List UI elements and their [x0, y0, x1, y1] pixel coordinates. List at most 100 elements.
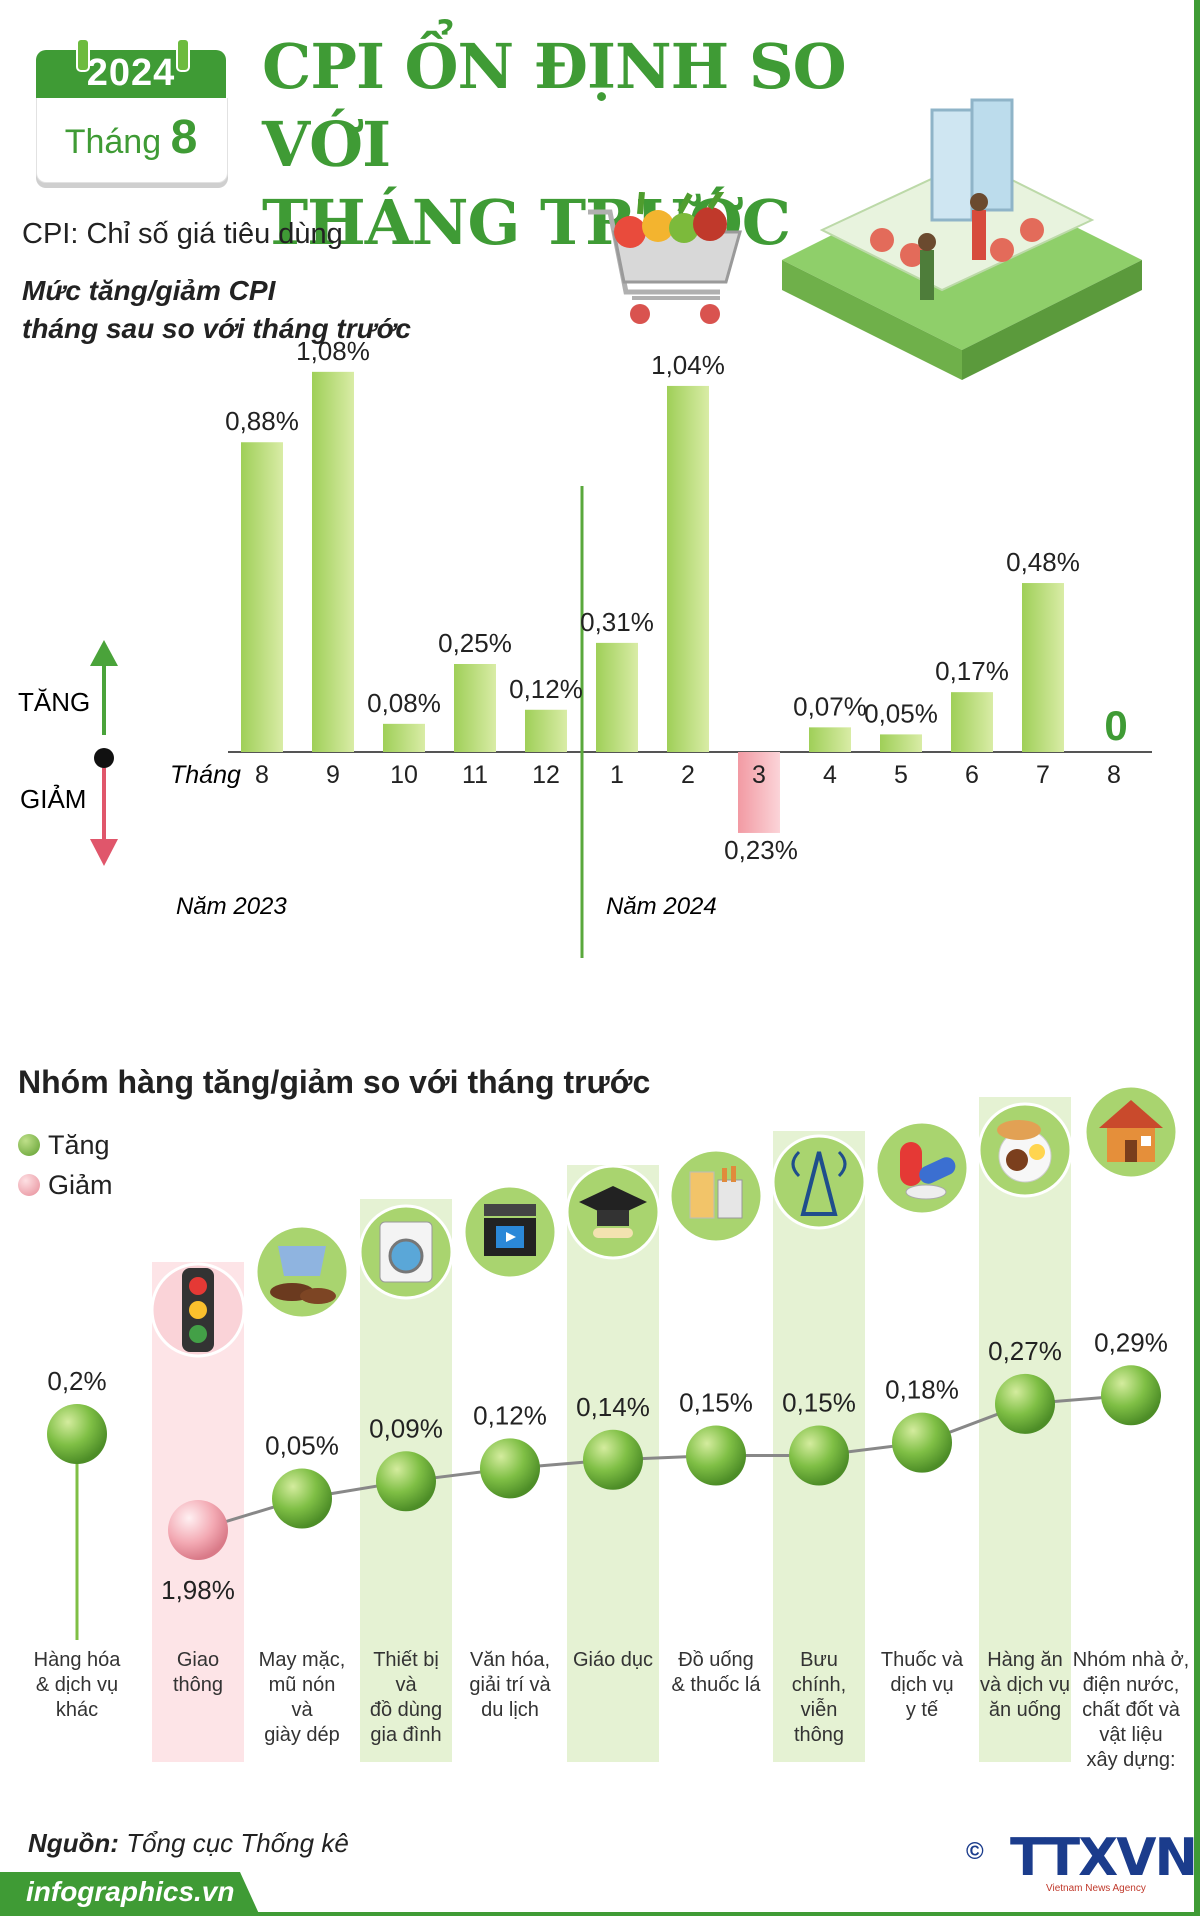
- chart-subtitle: Mức tăng/giảm CPI tháng sau so với tháng…: [22, 272, 411, 348]
- source-value: Tổng cục Thống kê: [126, 1828, 349, 1858]
- calendar-ring-right: [176, 38, 190, 72]
- group-category-label-3: Thiết bị và đồ dùng gia đình: [370, 1649, 442, 1746]
- group-point-0: [47, 1404, 107, 1464]
- group-category-line: Nhóm nhà ở,: [1073, 1649, 1190, 1671]
- group-point-7: [789, 1425, 849, 1486]
- group-category-line: giày dép: [264, 1724, 340, 1746]
- bar-category-label-5: 1: [610, 761, 624, 789]
- cpi-monthly-bar-chart: TĂNGGIẢMTháng0,88%81,08%90,08%100,25%110…: [18, 336, 1152, 958]
- egg-yolk: [1029, 1144, 1045, 1160]
- group-category-line: chính,: [792, 1674, 846, 1696]
- washing-machine-icon: [358, 1204, 454, 1300]
- right-frame-border: [1194, 0, 1200, 1916]
- group-category-line: ăn uống: [989, 1699, 1061, 1721]
- bar-10: [951, 692, 993, 752]
- icon-disc: [771, 1134, 867, 1230]
- group-category-line: Hàng ăn: [987, 1649, 1063, 1671]
- bar-value-label-10: 0,17%: [935, 656, 1009, 686]
- group-category-line: thông: [794, 1724, 844, 1746]
- group-category-label-7: Bưu chính, viễn thông: [792, 1649, 846, 1746]
- house-roof: [1099, 1100, 1163, 1128]
- group-category-line: đồ dùng: [370, 1699, 442, 1721]
- bar-category-label-11: 7: [1036, 761, 1050, 789]
- group-category-line: & thuốc lá: [672, 1674, 762, 1696]
- bar-value-label-7: 0,23%: [724, 835, 798, 865]
- footer-line: [0, 1912, 1200, 1916]
- group-category-line: Bưu: [800, 1649, 838, 1671]
- down-arrow-icon: [90, 839, 118, 866]
- group-point-2: [272, 1468, 332, 1529]
- signal-right: [837, 1150, 847, 1178]
- bar-8: [809, 727, 851, 752]
- group-point-5: [583, 1429, 643, 1490]
- source-note: Nguồn: Tổng cục Thống kê: [28, 1828, 349, 1859]
- trend-line: [197, 1393, 1132, 1532]
- traffic-light-red: [189, 1277, 207, 1295]
- shirt-shape: [278, 1246, 326, 1276]
- diploma: [593, 1228, 633, 1238]
- group-category-line: chất đốt và: [1082, 1699, 1181, 1721]
- traffic-light-green: [189, 1325, 207, 1343]
- traffic-light-icon: [150, 1262, 246, 1358]
- group-category-line: gia đình: [370, 1724, 441, 1746]
- group-category-label-2: May mặc, mũ nón và giày dép: [259, 1649, 346, 1746]
- cpi-definition: CPI: Chỉ số giá tiêu dùng: [22, 218, 343, 250]
- footer-site-link[interactable]: infographics.vn: [26, 1876, 235, 1907]
- group-category-line: Thiết bị: [373, 1649, 439, 1671]
- source-label: Nguồn:: [28, 1828, 119, 1858]
- bar-11: [1022, 583, 1064, 752]
- legend-label-down: Giảm: [48, 1170, 113, 1200]
- group-category-line: và: [395, 1674, 417, 1696]
- legend-label-up: Tăng: [48, 1130, 110, 1160]
- copyright-symbol: ©: [966, 1838, 984, 1865]
- house-door: [1125, 1140, 1137, 1162]
- bar-3: [454, 664, 496, 752]
- graduation-cap-icon: [565, 1164, 661, 1260]
- legend-dot-up: [18, 1134, 40, 1156]
- group-value-label-8: 0,18%: [885, 1375, 959, 1405]
- group-category-line: giải trí và: [469, 1674, 551, 1696]
- bar-category-label-6: 2: [681, 761, 695, 789]
- play-glyph: [506, 1232, 516, 1242]
- group-value-label-4: 0,12%: [473, 1400, 547, 1430]
- tablet: [905, 1184, 947, 1200]
- house-icon: [1083, 1084, 1179, 1180]
- calendar-year: 2024: [86, 52, 176, 94]
- radio-tower-icon: [771, 1134, 867, 1230]
- group-category-line: xây dựng:: [1087, 1749, 1176, 1771]
- group-category-line: Đồ uống: [678, 1649, 754, 1671]
- page-title: CPI ỔN ĐỊNH SO VỚI THÁNG TRƯỚC: [262, 28, 962, 262]
- supermarket-counter-icon: [782, 98, 1142, 380]
- group-point-6: [686, 1425, 746, 1486]
- shopping-cart-illustration: [588, 192, 742, 324]
- chart-subtitle-line-1: Mức tăng/giảm CPI: [22, 275, 276, 306]
- bar-category-label-2: 10: [390, 761, 418, 789]
- group-point-3: [376, 1451, 436, 1512]
- group-category-line: mũ nón: [269, 1674, 336, 1696]
- group-category-label-1: Giao thông: [173, 1649, 223, 1696]
- group-category-line: y tế: [906, 1699, 938, 1721]
- house-window: [1141, 1136, 1151, 1146]
- year-label-2024: Năm 2024: [606, 893, 717, 920]
- drinks-cigarettes-icon: [668, 1148, 764, 1244]
- bar-value-label-12: 0: [1104, 702, 1127, 749]
- bar-category-label-4: 12: [532, 761, 560, 789]
- bar-value-label-11: 0,48%: [1006, 547, 1080, 577]
- bar-value-label-9: 0,05%: [864, 698, 938, 728]
- bar-value-label-0: 0,88%: [225, 406, 299, 436]
- bar-6: [667, 385, 709, 752]
- cigarette: [731, 1166, 736, 1182]
- group-point-4: [480, 1438, 540, 1499]
- legend-dot-down: [18, 1174, 40, 1196]
- calendar-month: Tháng 8: [36, 110, 226, 165]
- group-category-label-10: Nhóm nhà ở, điện nước, chất đốt và vật liệu…: [1073, 1649, 1190, 1771]
- group-category-line: May mặc,: [259, 1649, 346, 1671]
- signal-left: [791, 1150, 801, 1178]
- bar-value-label-5: 0,31%: [580, 607, 654, 637]
- bar-category-label-8: 4: [823, 761, 837, 789]
- calendar-header: [36, 50, 226, 98]
- group-category-label-6: Đồ uống & thuốc lá: [672, 1649, 762, 1696]
- group-value-label-1: 1,98%: [161, 1575, 235, 1605]
- group-category-label-4: Văn hóa, giải trí và du lịch: [469, 1649, 551, 1721]
- group-category-line: và dịch vụ: [980, 1674, 1070, 1696]
